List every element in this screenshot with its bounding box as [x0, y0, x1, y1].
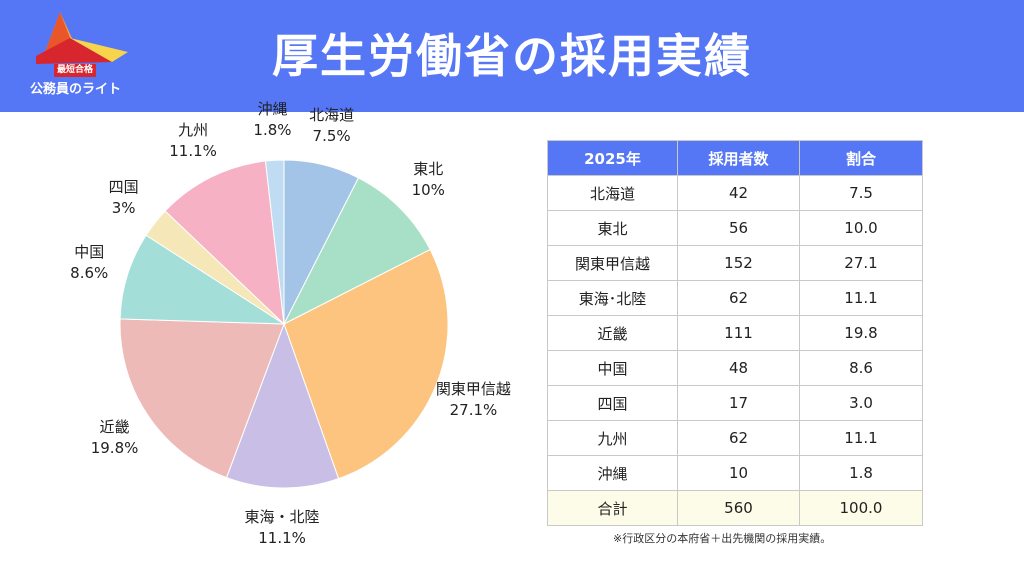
pie-slice [264, 159, 285, 325]
col-header-ratio: 割合 [799, 140, 923, 176]
pie-label-value: 7.5% [312, 126, 351, 145]
table-cell-count: 111 [677, 315, 800, 351]
pie-label: 東北 10% [412, 159, 445, 201]
table-row: 東北 56 10.0 [547, 210, 923, 246]
table-cell-ratio: 19.8 [799, 315, 923, 351]
total-count: 560 [677, 490, 800, 526]
col-header-count: 採用者数 [677, 140, 800, 176]
logo: 最短合格 公務員のライト [30, 12, 140, 98]
pie-label-value: 27.1% [449, 400, 498, 419]
pie-label: 北海道 7.5% [309, 105, 354, 147]
table-cell-count: 10 [677, 455, 800, 491]
total-ratio: 100.0 [799, 490, 923, 526]
table-cell-ratio: 11.1 [799, 420, 923, 456]
data-table: 2025年 採用者数 割合 北海道 42 7.5 東北 56 10.0 関東甲信越 152 27… [547, 140, 923, 526]
table-cell-ratio: 11.1 [799, 280, 923, 316]
pie-slice [225, 322, 340, 489]
table-cell-ratio: 1.8 [799, 455, 923, 491]
table-total-row: 合計 560 100.0 [547, 490, 923, 526]
page-title: 厚生労働省の採用実績 [272, 29, 752, 83]
pie-label: 中国 8.6% [70, 242, 108, 284]
table-cell-region: 近畿 [547, 315, 678, 351]
pie-label-name: 北海道 [309, 105, 355, 124]
table-row: 北海道 42 7.5 [547, 175, 923, 211]
table-cell-region: 東海･北陸 [547, 280, 678, 316]
table-cell-count: 56 [677, 210, 800, 246]
table-row: 九州 62 11.1 [547, 420, 923, 456]
table-cell-count: 152 [677, 245, 800, 281]
table-header-row: 2025年 採用者数 割合 [547, 140, 923, 176]
table-cell-count: 62 [677, 420, 800, 456]
pie-label-value: 11.1% [169, 142, 217, 161]
logo-badge: 最短合格 [54, 64, 97, 77]
pie-label: 近畿 19.8% [91, 417, 139, 459]
table-cell-count: 42 [677, 175, 800, 211]
pie-label: 四国 3% [109, 177, 139, 219]
pie-label-name: 東海・北陸 [244, 507, 320, 526]
pie-label-name: 沖縄 [257, 100, 288, 119]
table-cell-count: 62 [677, 280, 800, 316]
pie-slice [282, 177, 431, 326]
table-row: 東海･北陸 62 11.1 [547, 280, 923, 316]
pie-label-name: 四国 [108, 177, 139, 196]
table-cell-count: 48 [677, 350, 800, 386]
table-cell-region: 四国 [547, 385, 678, 421]
pie-label: 九州 11.1% [169, 120, 217, 162]
pie-label-name: 東北 [413, 159, 444, 178]
pie-label-name: 近畿 [99, 417, 130, 436]
pie-label-value: 11.1% [258, 528, 306, 547]
pie-label-name: 九州 [178, 121, 209, 140]
header-banner: 最短合格 公務員のライト 厚生労働省の採用実績 [0, 0, 1024, 112]
table-cell-ratio: 27.1 [799, 245, 923, 281]
pie-slice [283, 248, 449, 480]
table-row: 関東甲信越 152 27.1 [547, 245, 923, 281]
table-cell-region: 中国 [547, 350, 678, 386]
table-cell-ratio: 3.0 [799, 385, 923, 421]
table-cell-region: 九州 [547, 420, 678, 456]
table-row: 中国 48 8.6 [547, 350, 923, 386]
table-cell-ratio: 10.0 [799, 210, 923, 246]
table-cell-ratio: 8.6 [799, 350, 923, 386]
pie-chart-svg [119, 159, 449, 489]
pie-label-value: 10% [411, 180, 445, 199]
logo-mountain-icon [36, 12, 128, 64]
pie-label-value: 19.8% [90, 438, 139, 457]
table-cell-region: 北海道 [547, 175, 678, 211]
pie-label-value: 1.8% [253, 121, 292, 140]
table-row: 近畿 111 19.8 [547, 315, 923, 351]
pie-label: 東海・北陸 11.1% [245, 507, 320, 549]
pie-label: 関東甲信越 27.1% [436, 379, 511, 421]
table-cell-count: 17 [677, 385, 800, 421]
pie-label-value: 3% [111, 198, 136, 217]
pie-label-value: 8.6% [70, 264, 109, 283]
pie-chart: 北海道 7.5% 東北 10% 関東甲信越 27.1% 東海・北陸 11.1% 近畿 19.8% 中… [60, 100, 530, 570]
pie-label: 沖縄 1.8% [253, 99, 291, 141]
col-header-year: 2025年 [547, 140, 678, 176]
table-cell-region: 関東甲信越 [547, 245, 678, 281]
total-label: 合計 [547, 490, 678, 526]
table-cell-ratio: 7.5 [799, 175, 923, 211]
table-row: 四国 17 3.0 [547, 385, 923, 421]
pie-label-name: 中国 [74, 243, 105, 262]
table-row: 沖縄 10 1.8 [547, 455, 923, 491]
table-cell-region: 沖縄 [547, 455, 678, 491]
footnote: ※行政区分の本府省＋出先機関の採用実績。 [613, 532, 832, 545]
logo-text: 公務員のライト [30, 82, 122, 97]
pie-label-name: 関東甲信越 [435, 379, 511, 398]
table-cell-region: 東北 [547, 210, 678, 246]
pie-slice [119, 318, 285, 479]
pie-slice [164, 160, 285, 326]
pie-slice [119, 234, 286, 325]
